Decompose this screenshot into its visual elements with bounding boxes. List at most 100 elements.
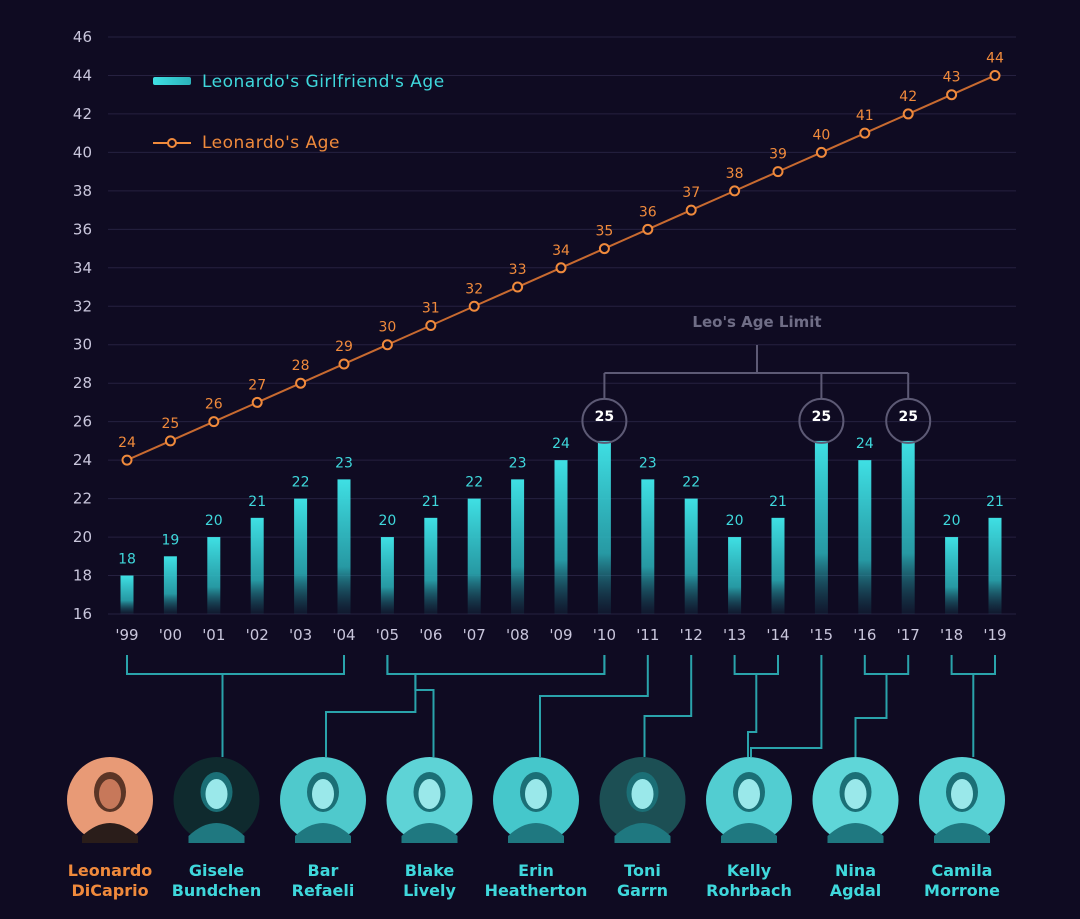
person-first-name: Leonardo — [68, 861, 153, 880]
person-first-name: Toni — [624, 861, 661, 880]
y-tick-label: 22 — [73, 490, 92, 508]
leo-age-point — [512, 281, 524, 293]
bar-value-label: 19 — [161, 532, 179, 548]
y-tick-label: 40 — [73, 143, 92, 161]
leo-age-label: 38 — [726, 166, 744, 182]
bar — [120, 575, 134, 614]
person-first-name: Erin — [518, 861, 554, 880]
bar-value-label: 25 — [595, 409, 614, 425]
leo-age-label: 30 — [378, 320, 396, 336]
x-tick-label: '12 — [680, 626, 703, 644]
person-last-name: Garrn — [617, 881, 668, 900]
avatar-face — [738, 779, 760, 809]
limit-label: Leo's Age Limit — [692, 313, 821, 331]
avatar-shoulders — [295, 823, 351, 843]
x-tick-label: '16 — [853, 626, 876, 644]
bar-value-label: 23 — [509, 455, 527, 471]
bar-value-label: 20 — [205, 513, 223, 529]
leo-age-point — [251, 396, 263, 408]
x-tick-label: '10 — [593, 626, 616, 644]
leo-age-point — [425, 320, 437, 331]
bar — [858, 460, 872, 614]
leo-age-label: 29 — [335, 339, 353, 355]
year-bracket — [386, 655, 606, 675]
person-first-name: Kelly — [727, 861, 772, 880]
y-tick-label: 36 — [73, 220, 92, 238]
bar-value-label: 25 — [812, 409, 831, 425]
x-tick-label: '14 — [766, 626, 789, 644]
bar — [294, 498, 308, 614]
legend-swatch-leo-marker — [167, 138, 177, 148]
avatar-shoulders — [721, 823, 777, 843]
bar-value-label: 21 — [769, 494, 787, 510]
y-tick-label: 44 — [73, 66, 92, 84]
leo-age-label: 36 — [639, 204, 657, 220]
x-tick-label: '09 — [549, 626, 572, 644]
bar — [814, 440, 828, 614]
person-last-name: Heatherton — [485, 881, 588, 900]
person-last-name: Bundchen — [172, 881, 262, 900]
x-tick-label: '19 — [983, 626, 1006, 644]
leo-age-point — [772, 166, 784, 178]
leo-age-point — [164, 435, 176, 447]
y-tick-label: 28 — [73, 374, 92, 392]
leo-age-label: 40 — [812, 127, 830, 143]
age-limit-annotation: Leo's Age Limit — [581, 313, 932, 444]
connector-erin — [539, 674, 649, 757]
avatar-face — [844, 779, 867, 809]
bar — [988, 517, 1002, 614]
avatar-shoulders — [188, 823, 245, 843]
leo-age-label: 28 — [292, 358, 310, 374]
leo-age-label: 25 — [161, 416, 179, 432]
year-bracket — [386, 655, 606, 675]
leo-age-label: 26 — [205, 397, 223, 413]
avatar-shoulders — [401, 823, 458, 843]
bar-value-label: 23 — [335, 455, 353, 471]
bar — [250, 517, 264, 614]
avatar-face — [418, 779, 441, 809]
x-tick-label: '04 — [332, 626, 355, 644]
bar — [380, 537, 394, 614]
person-first-name: Camila — [932, 861, 993, 880]
leo-age-label: 27 — [248, 377, 266, 393]
x-tick-label: '15 — [810, 626, 833, 644]
bar-value-label: 18 — [118, 552, 136, 568]
bar — [511, 479, 525, 614]
leo-age-point — [208, 416, 220, 428]
legend: Leonardo's Girlfriend's Age Leonardo's A… — [153, 72, 444, 153]
leo-age-line: 24 25 26 27 28 29 30 31 32 33 34 35 36 37 38 39 40 41 42 43… — [118, 50, 1004, 466]
leo-age-label: 24 — [118, 435, 136, 451]
bar-value-label: 25 — [898, 409, 917, 425]
x-tick-label: '13 — [723, 626, 746, 644]
bar — [641, 479, 655, 614]
x-tick-label: '99 — [115, 626, 138, 644]
avatar-shoulders — [614, 823, 671, 843]
leo-age-point — [555, 262, 567, 274]
leo-age-point — [121, 454, 133, 466]
avatar-face — [525, 779, 547, 809]
x-tick-label: '00 — [159, 626, 182, 644]
connector-blake — [414, 674, 435, 757]
bar-value-label: 22 — [682, 475, 700, 491]
leo-age-point — [729, 185, 741, 197]
leo-age-label: 32 — [465, 281, 483, 297]
avatar-face — [99, 779, 121, 809]
connector-bar — [325, 674, 417, 757]
x-tick-label: '01 — [202, 626, 225, 644]
person-first-name: Nina — [835, 861, 876, 880]
bar-value-label: 21 — [422, 494, 440, 510]
bar — [554, 460, 568, 614]
avatar-shoulders — [827, 823, 884, 843]
year-bracket — [950, 655, 996, 675]
leo-age-label: 44 — [986, 50, 1004, 66]
connector-nina — [854, 674, 888, 757]
avatar-face — [312, 779, 334, 809]
connector-kelly — [747, 674, 758, 757]
avatar-shoulders — [508, 823, 564, 843]
leo-age-label: 42 — [899, 89, 917, 105]
leo-age-point — [642, 223, 654, 235]
y-tick-label: 30 — [73, 336, 92, 354]
bar-value-label: 22 — [465, 475, 483, 491]
bar — [163, 556, 177, 614]
